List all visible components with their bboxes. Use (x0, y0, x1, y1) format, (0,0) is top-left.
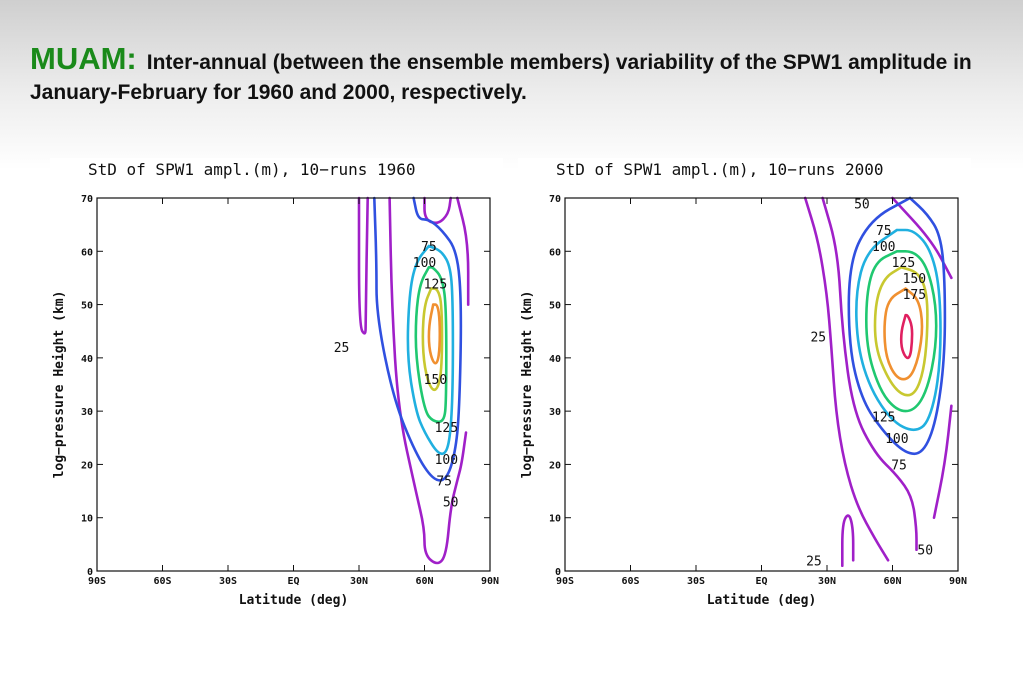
contour-label: 150 (903, 272, 926, 287)
chart-panel-1960: StD of SPW1 ampl.(m), 10−runs 1960 25 75 10… (50, 158, 503, 613)
y-tick-label: 60 (81, 247, 93, 258)
x-tick-label: 90N (481, 576, 499, 587)
x-tick-label: 30S (687, 576, 705, 587)
y-axis-label: log−pressure Height (km) (52, 291, 67, 479)
y-axis-label: log−pressure Height (km) (520, 291, 535, 479)
contour-label: 100 (435, 453, 458, 468)
chart-title: StD of SPW1 ampl.(m), 10−runs 2000 (556, 160, 884, 179)
slide-title-key: MUAM: (30, 41, 137, 76)
contour-line-175 (883, 287, 924, 381)
x-tick-label: 90S (88, 576, 106, 587)
slide-title: MUAM: Inter-annual (between the ensemble … (30, 41, 1000, 108)
contour-line-inner (899, 313, 914, 360)
contour-line-150 (873, 266, 929, 397)
contour-chart-1960: StD of SPW1 ampl.(m), 10−runs 1960257510… (52, 160, 499, 608)
contour-line-25 (357, 196, 369, 335)
contour-line-75 (373, 196, 463, 482)
x-tick-label: 60N (883, 576, 901, 587)
contour-line-50 (891, 196, 953, 280)
contour-label: 75 (421, 240, 437, 255)
contour-label: 25 (334, 341, 350, 356)
y-tick-label: 70 (81, 194, 93, 205)
y-tick-label: 40 (81, 354, 93, 365)
contour-label: 125 (424, 277, 447, 292)
contour-label: 150 (424, 373, 447, 388)
contour-line-50 (821, 196, 918, 551)
x-axis-label: Latitude (deg) (239, 593, 349, 608)
contour-line-125 (865, 250, 938, 413)
contour-label: 25 (806, 554, 822, 569)
chart-title: StD of SPW1 ampl.(m), 10−runs 1960 (88, 160, 416, 179)
contour-label: 125 (892, 256, 915, 271)
contour-line-50 (456, 196, 470, 306)
contour-line-50 (423, 196, 452, 225)
contour-label: 100 (885, 432, 908, 447)
y-tick-label: 30 (81, 407, 93, 418)
contour-label: 175 (903, 288, 926, 303)
chart-panel-2000: StD of SPW1 ampl.(m), 10−runs 2000 50 75 10… (518, 158, 971, 613)
y-tick-label: 10 (549, 514, 561, 525)
contour-line-50 (388, 196, 468, 565)
contour-label: 50 (917, 544, 933, 559)
contour-line-150 (421, 287, 444, 392)
contour-label: 75 (891, 458, 907, 473)
contour-label: 75 (876, 224, 892, 239)
contour-label: 25 (810, 331, 826, 346)
contour-label: 50 (443, 496, 459, 511)
x-axis-label: Latitude (deg) (707, 593, 817, 608)
contour-line-50 (932, 404, 953, 519)
contour-line-100 (855, 228, 942, 432)
y-tick-label: 0 (555, 567, 561, 578)
contour-line-100 (406, 244, 455, 456)
y-tick-label: 40 (549, 354, 561, 365)
y-tick-label: 10 (81, 514, 93, 525)
y-tick-label: 30 (549, 407, 561, 418)
contour-chart-2000: StD of SPW1 ampl.(m), 10−runs 2000507510… (520, 160, 967, 608)
x-tick-label: 30S (219, 576, 237, 587)
y-tick-label: 60 (549, 247, 561, 258)
y-tick-label: 20 (81, 460, 93, 471)
x-tick-label: EQ (287, 576, 299, 587)
plot-frame (564, 197, 959, 572)
contour-line-25 (841, 514, 855, 567)
x-tick-label: 30N (350, 576, 368, 587)
contour-label: 100 (872, 240, 895, 255)
y-tick-label: 20 (549, 460, 561, 471)
contour-label: 50 (854, 197, 870, 212)
x-tick-label: 60S (621, 576, 639, 587)
contour-line-25 (803, 196, 890, 562)
slide-title-text: Inter-annual (between the ensemble membe… (30, 51, 972, 104)
x-tick-label: 90N (949, 576, 967, 587)
x-tick-label: 60S (153, 576, 171, 587)
x-tick-label: 90S (556, 576, 574, 587)
y-tick-label: 70 (549, 194, 561, 205)
x-tick-label: 60N (415, 576, 433, 587)
contour-line-75 (847, 196, 947, 456)
contour-label: 100 (413, 256, 436, 271)
x-tick-label: EQ (755, 576, 767, 587)
y-tick-label: 50 (549, 301, 561, 312)
y-tick-label: 50 (81, 301, 93, 312)
y-tick-label: 0 (87, 567, 93, 578)
contour-line-125 (414, 266, 448, 424)
contour-label: 75 (436, 474, 452, 489)
x-tick-label: 30N (818, 576, 836, 587)
contour-label: 125 (435, 421, 458, 436)
contour-line-175 (427, 303, 442, 365)
contour-label: 125 (872, 410, 895, 425)
